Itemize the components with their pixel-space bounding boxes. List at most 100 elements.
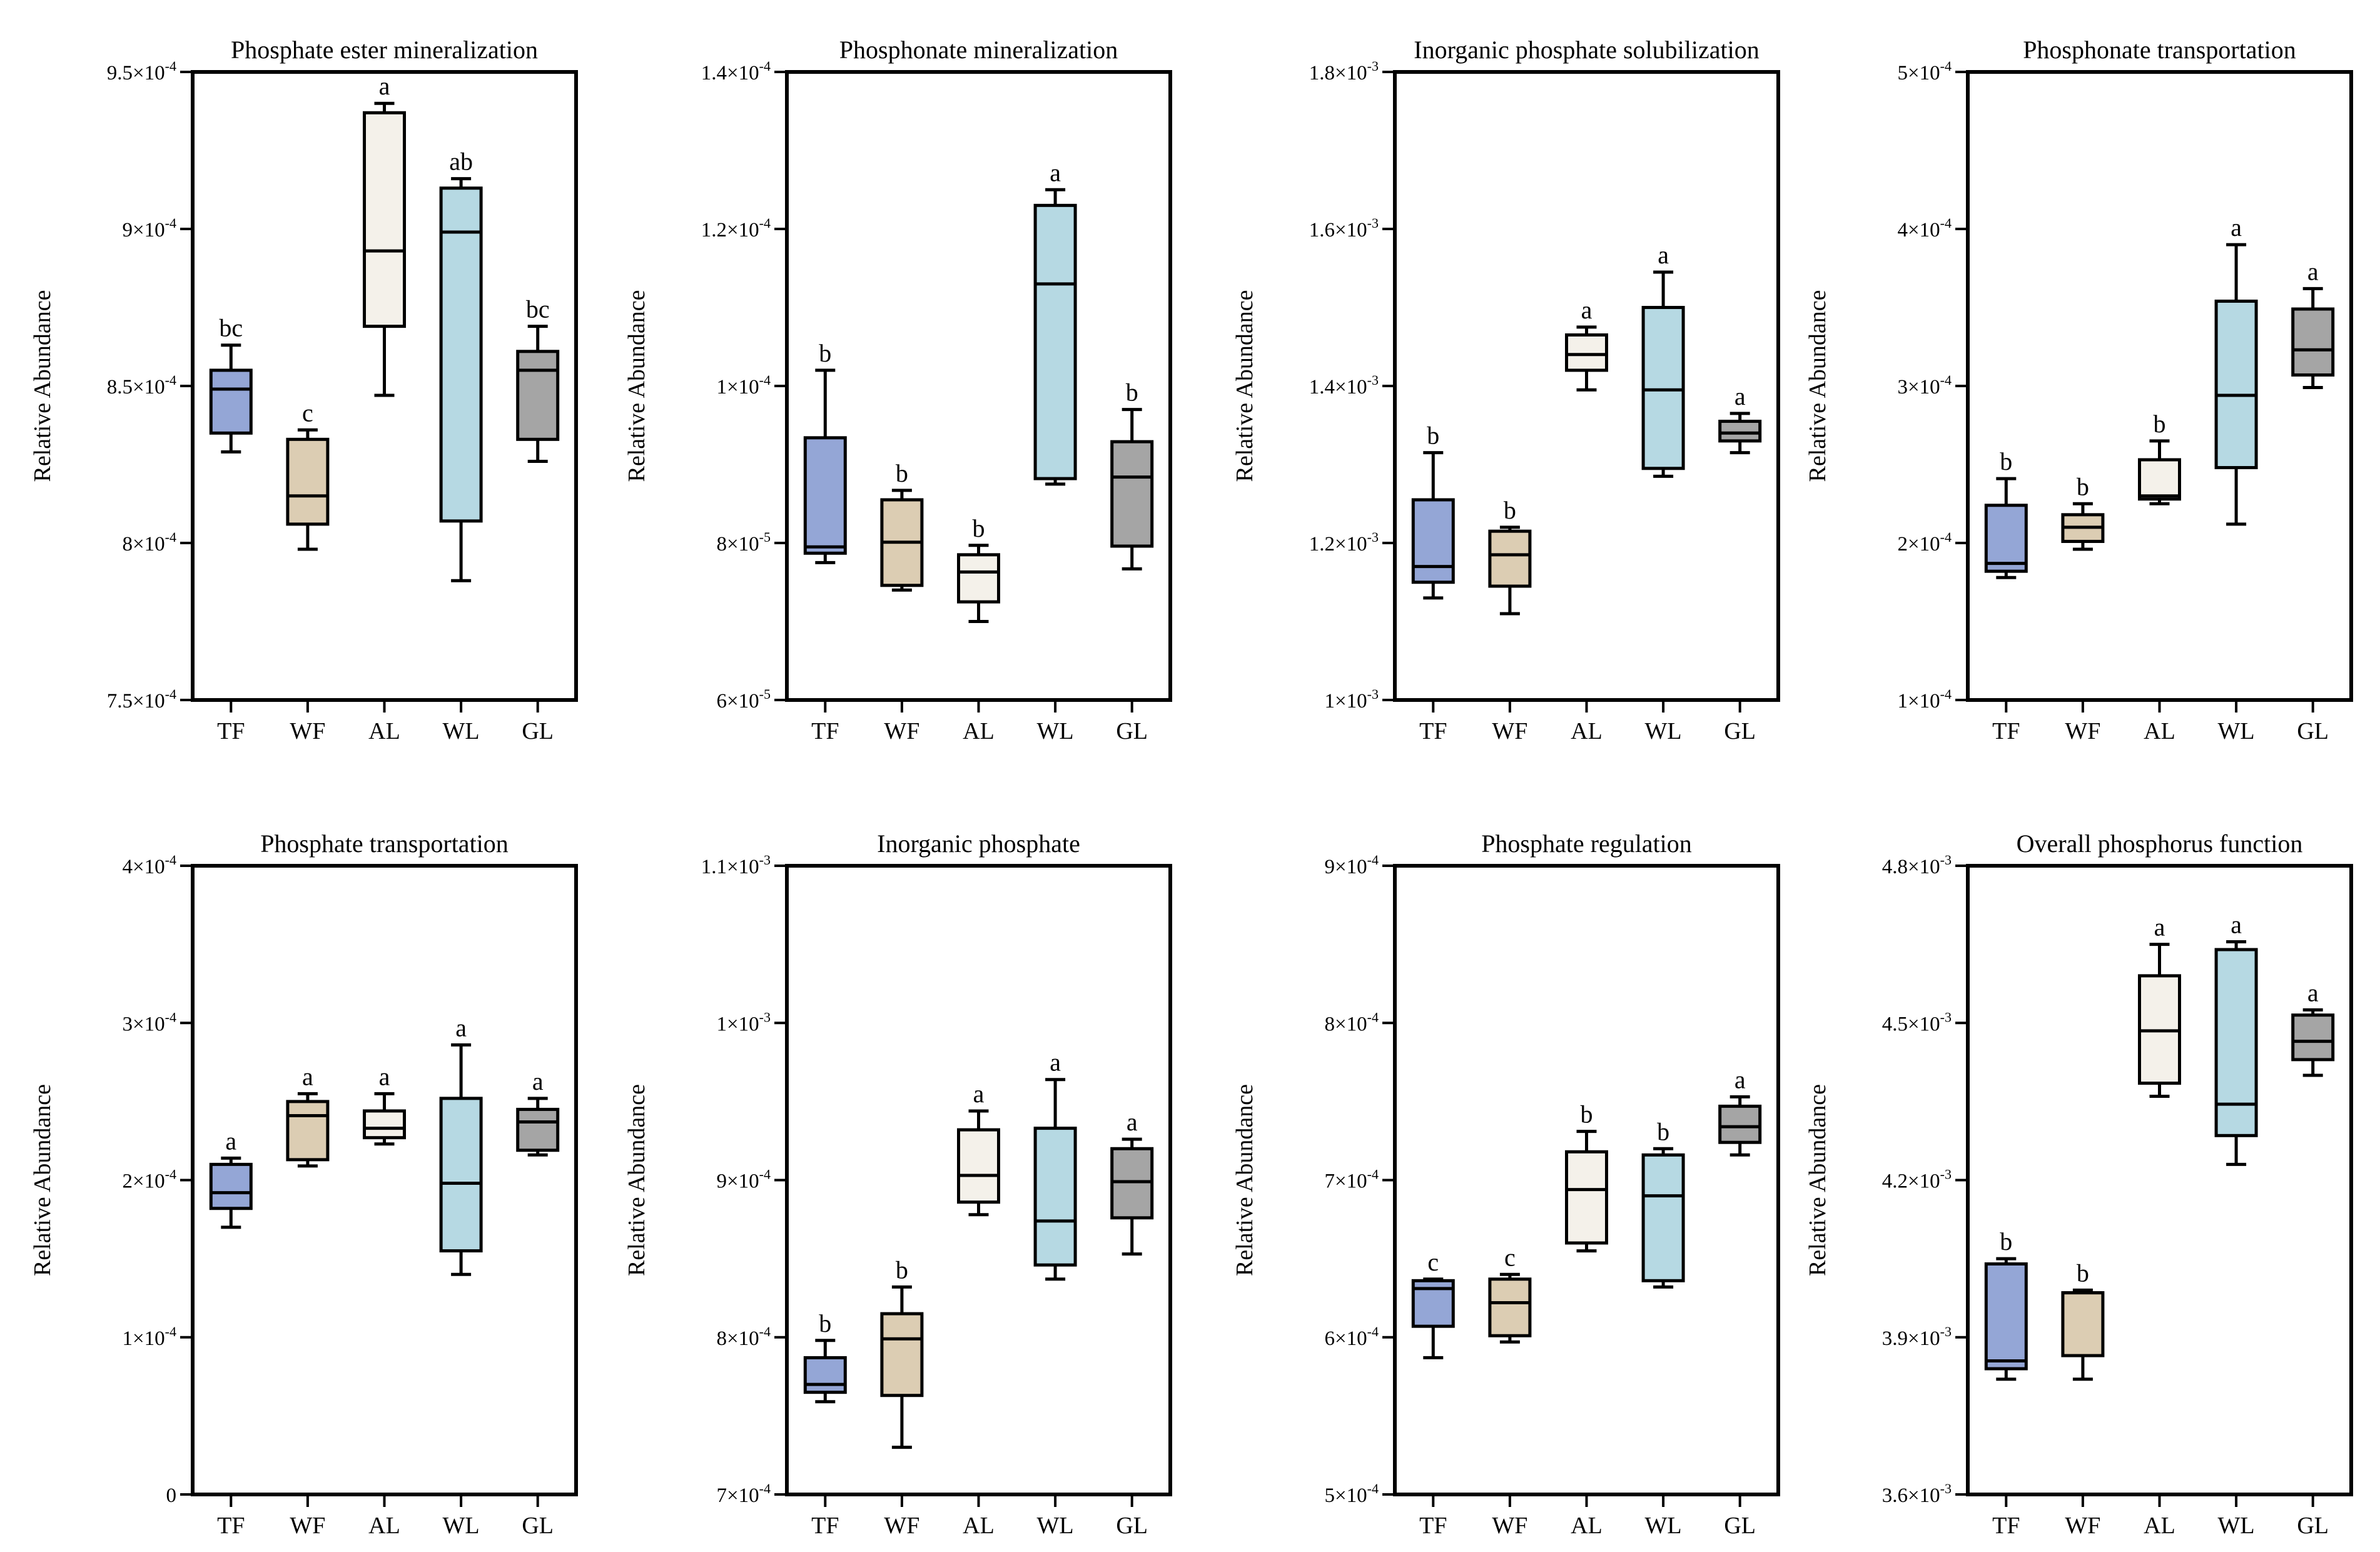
y-tick-label: 3.9×10-3: [1882, 1324, 1952, 1350]
box-iqr: [1565, 1150, 1608, 1245]
box-wl: a: [2214, 910, 2258, 1166]
panel-title: Phosphate regulation: [1481, 829, 1692, 858]
box-iqr: [1718, 1104, 1762, 1144]
box-iqr: [1488, 529, 1532, 588]
significance-label: bc: [219, 314, 243, 342]
y-axis-label: Relative Abundance: [624, 290, 650, 482]
y-tick-label: 6×10-5: [717, 686, 771, 713]
x-tick-label: GL: [1116, 1513, 1148, 1539]
x-tick-label: GL: [1116, 718, 1148, 744]
box-iqr: [2061, 1291, 2105, 1357]
box-gl: b: [1110, 378, 1154, 571]
y-tick-label: 1.6×10-3: [1309, 215, 1379, 241]
box-iqr: [516, 350, 560, 441]
box-iqr: [1110, 440, 1154, 548]
x-tick-label: WL: [2218, 718, 2255, 744]
box-iqr: [209, 368, 253, 435]
box-al: b: [1565, 1100, 1608, 1253]
significance-label: b: [1126, 378, 1138, 407]
box-tf: b: [803, 1309, 847, 1404]
box-iqr: [1110, 1147, 1154, 1220]
box-al: a: [363, 1062, 406, 1146]
y-tick-label: 1×10-3: [717, 1009, 771, 1035]
y-tick-label: 4×10-4: [123, 852, 176, 878]
y-tick-label: 3.6×10-3: [1882, 1481, 1952, 1507]
box-iqr: [957, 553, 1000, 604]
significance-label: a: [302, 1062, 313, 1090]
box-al: a: [1565, 296, 1608, 392]
y-tick-label: 8×10-4: [123, 529, 176, 555]
y-tick-label: 1×10-4: [123, 1324, 176, 1350]
y-tick-label: 9×10-4: [717, 1167, 771, 1193]
y-tick-label: 7×10-4: [717, 1481, 771, 1507]
x-tick-label: WL: [1037, 1513, 1074, 1539]
y-tick-label: 9.5×10-4: [107, 58, 176, 84]
y-axis-label: Relative Abundance: [1805, 290, 1831, 482]
y-tick-label: 3×10-4: [1898, 372, 1952, 398]
x-tick-label: GL: [522, 718, 554, 744]
significance-label: a: [532, 1067, 544, 1095]
y-tick-label: 5×10-4: [1325, 1481, 1379, 1507]
box-wl: a: [1641, 241, 1685, 478]
y-tick-label: 1×10-3: [1325, 686, 1379, 713]
box-iqr: [1033, 1127, 1077, 1267]
significance-label: b: [2154, 410, 2166, 438]
plot-frame: [1966, 70, 2353, 702]
panel-6: Inorganic phosphate Relative Abundance 7×1…: [624, 829, 1172, 1539]
panel-7: Phosphate regulation Relative Abundance 5×…: [1232, 829, 1780, 1539]
box-iqr: [439, 1097, 483, 1253]
box-tf: b: [803, 339, 847, 564]
box-wl: a: [2214, 213, 2258, 526]
significance-label: a: [1127, 1108, 1138, 1136]
box-iqr: [880, 1312, 924, 1397]
x-tick-label: AL: [963, 1513, 995, 1539]
box-iqr: [1641, 306, 1685, 470]
x-tick-label: WF: [290, 1513, 325, 1539]
y-tick-label: 1.1×10-3: [701, 852, 771, 878]
x-tick-label: GL: [2297, 1513, 2329, 1539]
box-iqr: [1984, 1262, 2028, 1371]
significance-label: a: [1658, 241, 1669, 269]
x-tick-label: WL: [443, 718, 480, 744]
box-iqr: [2291, 1013, 2335, 1062]
x-tick-label: TF: [811, 1513, 839, 1539]
y-tick-label: 7.5×10-4: [107, 686, 176, 713]
box-iqr: [2214, 948, 2258, 1137]
x-tick-label: TF: [217, 1513, 245, 1539]
box-iqr: [286, 1100, 330, 1162]
y-tick-label: 8×10-4: [717, 1324, 771, 1350]
x-tick-label: TF: [1419, 718, 1447, 744]
y-tick-label: 9×10-4: [123, 215, 176, 241]
box-wl: a: [439, 1013, 483, 1276]
significance-label: b: [819, 339, 831, 367]
x-tick-label: TF: [1419, 1513, 1447, 1539]
significance-label: c: [1504, 1243, 1516, 1271]
x-tick-label: TF: [1992, 718, 2020, 744]
box-iqr: [1718, 419, 1762, 443]
significance-label: a: [1734, 382, 1746, 410]
y-tick-label: 1.2×10-3: [1309, 529, 1379, 555]
box-al: a: [957, 1080, 1000, 1217]
y-tick-label: 8.5×10-4: [107, 372, 176, 398]
box-iqr: [803, 436, 847, 555]
x-tick-label: WF: [2065, 718, 2100, 744]
y-tick-label: 8×10-5: [717, 529, 771, 555]
box-iqr: [2138, 458, 2181, 501]
significance-label: a: [455, 1013, 467, 1042]
x-tick-label: GL: [522, 1513, 554, 1539]
box-al: b: [2138, 410, 2181, 505]
significance-label: a: [1581, 296, 1593, 324]
box-gl: a: [1718, 382, 1762, 455]
x-tick-label: AL: [368, 1513, 400, 1539]
panel-title: Phosphate transportation: [260, 829, 509, 858]
box-iqr: [286, 437, 330, 526]
significance-label: a: [2231, 213, 2242, 241]
significance-label: b: [896, 1255, 908, 1284]
y-tick-label: 6×10-4: [1325, 1324, 1379, 1350]
significance-label: b: [1581, 1100, 1593, 1128]
box-iqr: [516, 1107, 560, 1152]
significance-label: b: [1504, 496, 1516, 524]
box-tf: b: [1984, 1227, 2028, 1381]
y-axis-label: Relative Abundance: [624, 1084, 650, 1276]
